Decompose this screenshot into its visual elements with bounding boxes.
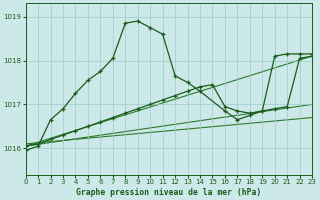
X-axis label: Graphe pression niveau de la mer (hPa): Graphe pression niveau de la mer (hPa) (76, 188, 261, 197)
